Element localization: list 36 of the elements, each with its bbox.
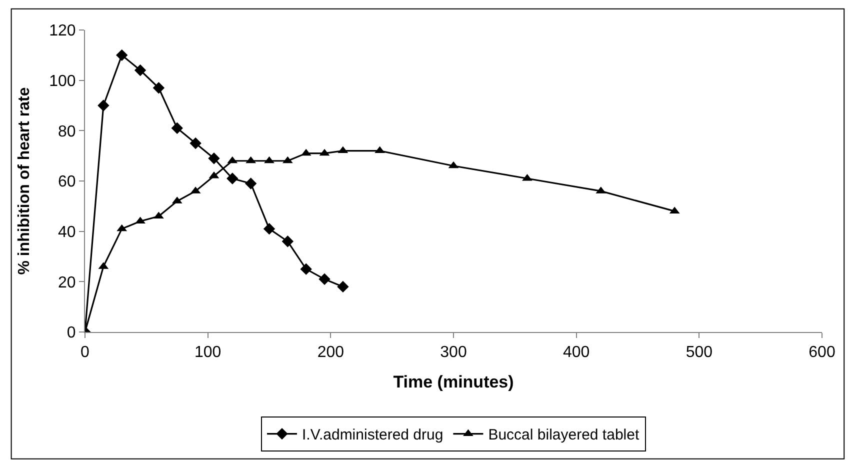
x-axis-title: Time (minutes) [393,372,514,392]
x-tick-label: 0 [80,344,90,362]
legend-label: I.V.administered drug [302,426,444,444]
point [264,156,274,164]
point [337,280,349,293]
point [171,122,183,134]
y-tick-label: 100 [49,72,76,90]
point [263,222,276,235]
y-tick-label: 120 [49,22,76,40]
x-tick-label: 600 [808,344,836,362]
legend-label: Buccal bilayered tablet [488,426,640,444]
point [522,174,532,181]
point [208,152,220,164]
y-axis-title: % inhibition of heart rate [16,87,33,275]
point [135,216,146,224]
point [244,178,257,190]
point [300,263,312,275]
x-tick-label: 300 [440,344,467,362]
point [318,273,330,285]
point [374,146,385,154]
y-tick-label: 60 [58,174,76,191]
point [116,49,128,62]
point [152,82,165,94]
x-tick-label: 100 [194,344,222,362]
point [190,137,202,150]
point [282,236,294,248]
y-tick-label: 0 [66,324,76,342]
x-tick-label: 200 [317,344,344,362]
point [226,172,238,184]
y-tick-label: 40 [58,224,76,241]
y-tick-label: 80 [58,123,76,140]
x-tick-label: 500 [686,344,713,362]
point [98,100,110,112]
point [134,64,146,76]
x-tick-label: 400 [562,344,590,362]
y-tick-label: 20 [58,274,76,292]
